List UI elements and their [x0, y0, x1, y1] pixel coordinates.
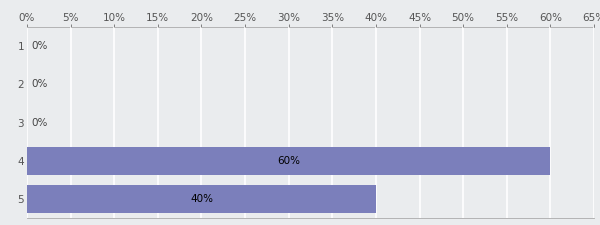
- Text: 0%: 0%: [31, 118, 48, 128]
- Text: 60%: 60%: [277, 156, 300, 166]
- Text: 40%: 40%: [190, 194, 213, 204]
- Bar: [27, 146, 550, 175]
- Bar: [27, 185, 376, 214]
- Text: 0%: 0%: [31, 79, 48, 89]
- Text: 0%: 0%: [31, 41, 48, 51]
